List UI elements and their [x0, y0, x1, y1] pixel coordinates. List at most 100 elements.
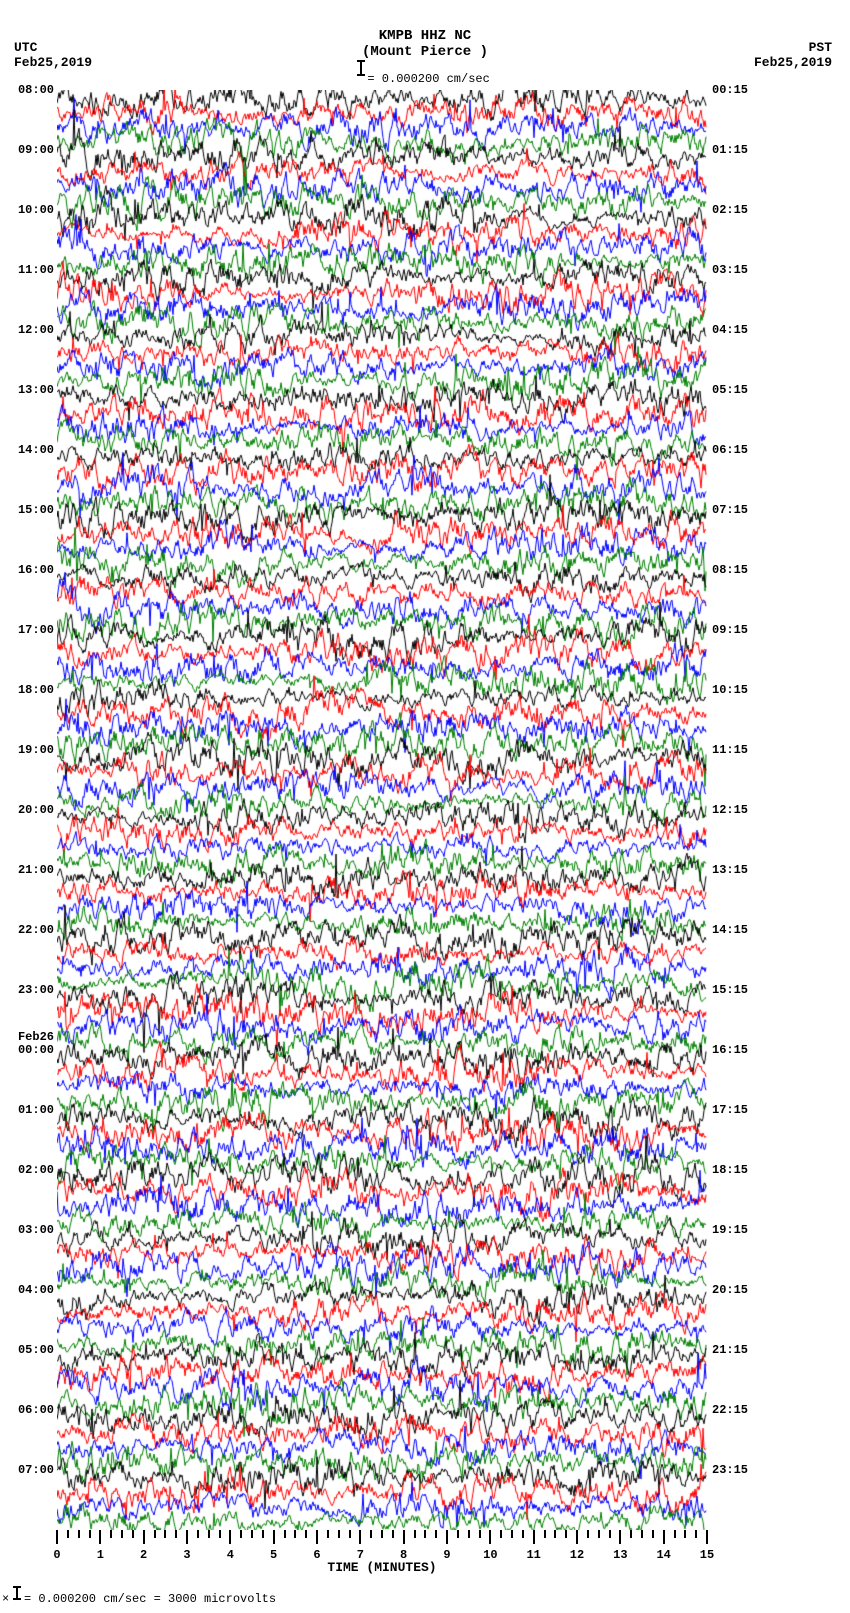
xaxis-minor-tick [327, 1530, 329, 1538]
yaxis-right-tick: 00:15 [712, 84, 748, 96]
yaxis-right-tick: 01:15 [712, 144, 748, 156]
xaxis-major-tick [403, 1530, 405, 1544]
yaxis-right-tick: 16:15 [712, 1044, 748, 1056]
xaxis-minor-tick [164, 1530, 166, 1538]
xaxis-minor-tick [197, 1530, 199, 1538]
yaxis-left-tick: 05:00 [18, 1344, 54, 1356]
right-date: Feb25,2019 [754, 55, 832, 70]
xaxis-major-tick [489, 1530, 491, 1544]
yaxis-left-tick: 03:00 [18, 1224, 54, 1236]
xaxis-major-tick [359, 1530, 361, 1544]
xaxis-minor-tick [522, 1530, 524, 1538]
yaxis-left-tick: 13:00 [18, 384, 54, 396]
yaxis-right-tick: 05:15 [712, 384, 748, 396]
xaxis-major-tick [143, 1530, 145, 1544]
yaxis-right-tick: 03:15 [712, 264, 748, 276]
yaxis-left-tick: 22:00 [18, 924, 54, 936]
yaxis-left-tick: 16:00 [18, 564, 54, 576]
xaxis-minor-tick [587, 1530, 589, 1538]
helicorder-page: KMPB HHZ NC (Mount Pierce ) = 0.000200 c… [0, 0, 850, 1613]
yaxis-right-tick: 19:15 [712, 1224, 748, 1236]
xaxis-minor-tick [468, 1530, 470, 1538]
xaxis-minor-tick [132, 1530, 134, 1538]
helicorder-plot [57, 90, 707, 1530]
xaxis-minor-tick [240, 1530, 242, 1538]
xaxis-minor-tick [630, 1530, 632, 1538]
yaxis-left-tick: 19:00 [18, 744, 54, 756]
station-id: KMPB HHZ NC [0, 28, 850, 44]
xaxis-minor-tick [262, 1530, 264, 1538]
xaxis-minor-tick [598, 1530, 600, 1538]
yaxis-right-tick: 17:15 [712, 1104, 748, 1116]
xaxis-minor-tick [641, 1530, 643, 1538]
station-name: (Mount Pierce ) [0, 44, 850, 60]
xaxis-minor-tick [565, 1530, 567, 1538]
yaxis-right-tick: 12:15 [712, 804, 748, 816]
xaxis-minor-tick [381, 1530, 383, 1538]
xaxis-minor-tick [338, 1530, 340, 1538]
footer-scale-bar-icon [16, 1586, 18, 1600]
xaxis-major-tick [663, 1530, 665, 1544]
yaxis-left-tick: 12:00 [18, 324, 54, 336]
xaxis-minor-tick [89, 1530, 91, 1538]
xaxis-minor-tick [349, 1530, 351, 1538]
yaxis-left-tick: 23:00 [18, 984, 54, 996]
yaxis-right-tick: 21:15 [712, 1344, 748, 1356]
left-timezone: UTC [14, 40, 37, 55]
xaxis-minor-tick [175, 1530, 177, 1538]
yaxis-left-tick: 20:00 [18, 804, 54, 816]
yaxis-left-tick: 18:00 [18, 684, 54, 696]
xaxis-minor-tick [544, 1530, 546, 1538]
yaxis-right-tick: 13:15 [712, 864, 748, 876]
xaxis-major-tick [316, 1530, 318, 1544]
yaxis-left-tick: 01:00 [18, 1104, 54, 1116]
xaxis-major-tick [99, 1530, 101, 1544]
yaxis-right-tick: 11:15 [712, 744, 748, 756]
xaxis-minor-tick [674, 1530, 676, 1538]
xaxis-minor-tick [435, 1530, 437, 1538]
yaxis-right-tick: 09:15 [712, 624, 748, 636]
yaxis-left-tick: 17:00 [18, 624, 54, 636]
xaxis-minor-tick [479, 1530, 481, 1538]
xaxis-minor-tick [78, 1530, 80, 1538]
yaxis-left-tick: 00:00 [18, 1044, 54, 1056]
xaxis-minor-tick [392, 1530, 394, 1538]
yaxis-right-tick: 10:15 [712, 684, 748, 696]
xaxis-minor-tick [511, 1530, 513, 1538]
yaxis-left-tick: 11:00 [18, 264, 54, 276]
yaxis-left-tick: 21:00 [18, 864, 54, 876]
xaxis-major-tick [229, 1530, 231, 1544]
xaxis-major-tick [56, 1530, 58, 1544]
xaxis-minor-tick [609, 1530, 611, 1538]
xaxis-minor-tick [695, 1530, 697, 1538]
xaxis-major-tick [446, 1530, 448, 1544]
yaxis-right-tick: 18:15 [712, 1164, 748, 1176]
yaxis-right-tick: 23:15 [712, 1464, 748, 1476]
yaxis-left-tick: 07:00 [18, 1464, 54, 1476]
xaxis-minor-tick [424, 1530, 426, 1538]
xaxis-minor-tick [284, 1530, 286, 1538]
yaxis-right-tick: 20:15 [712, 1284, 748, 1296]
yaxis-right-tick: 07:15 [712, 504, 748, 516]
yaxis-right-tick: 02:15 [712, 204, 748, 216]
xaxis-minor-tick [305, 1530, 307, 1538]
yaxis-left-tick: 04:00 [18, 1284, 54, 1296]
yaxis-right-tick: 15:15 [712, 984, 748, 996]
yaxis-right-tick: 06:15 [712, 444, 748, 456]
yaxis-left-tick: 06:00 [18, 1404, 54, 1416]
xaxis-major-tick [706, 1530, 708, 1544]
right-timezone: PST [809, 40, 832, 55]
xaxis-major-tick [186, 1530, 188, 1544]
xaxis-minor-tick [500, 1530, 502, 1538]
xaxis-major-tick [576, 1530, 578, 1544]
xaxis-minor-tick [121, 1530, 123, 1538]
xaxis-minor-tick [457, 1530, 459, 1538]
xaxis-minor-tick [67, 1530, 69, 1538]
xaxis-minor-tick [414, 1530, 416, 1538]
xaxis-minor-tick [684, 1530, 686, 1538]
yaxis-left-tick: 02:00 [18, 1164, 54, 1176]
yaxis-left-tick: 10:00 [18, 204, 54, 216]
yaxis-right-tick: 04:15 [712, 324, 748, 336]
xaxis-minor-tick [154, 1530, 156, 1538]
xaxis-major-tick [619, 1530, 621, 1544]
